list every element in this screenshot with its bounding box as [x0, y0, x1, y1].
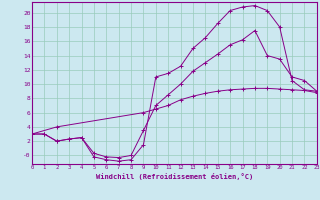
- X-axis label: Windchill (Refroidissement éolien,°C): Windchill (Refroidissement éolien,°C): [96, 173, 253, 180]
